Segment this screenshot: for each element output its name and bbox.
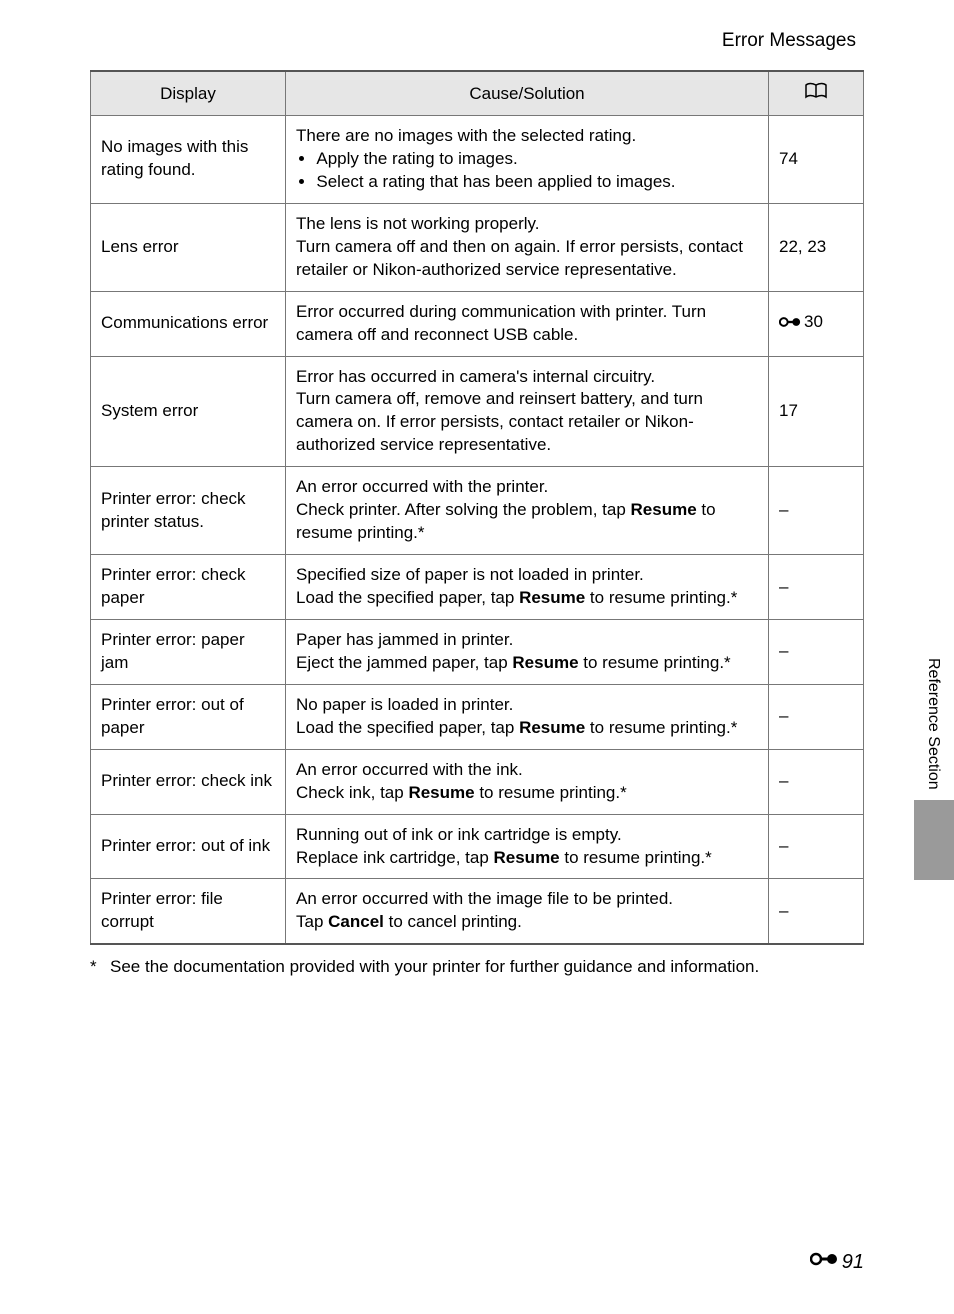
- footnote-text: See the documentation provided with your…: [110, 957, 759, 977]
- cell-ref: 17: [769, 356, 864, 467]
- table-row: No images with this rating found.There a…: [91, 116, 864, 204]
- cell-display: Printer error: paper jam: [91, 619, 286, 684]
- cell-cause: No paper is loaded in printer.Load the s…: [286, 684, 769, 749]
- cell-ref: –: [769, 555, 864, 620]
- table-row: Printer error: check inkAn error occurre…: [91, 749, 864, 814]
- table-header-row: Display Cause/Solution: [91, 71, 864, 116]
- cell-ref: 30: [769, 291, 864, 356]
- cell-cause: Error has occurred in camera's internal …: [286, 356, 769, 467]
- reference-icon: [810, 1250, 838, 1274]
- cell-cause: An error occurred with the image file to…: [286, 879, 769, 944]
- cell-cause: Specified size of paper is not loaded in…: [286, 555, 769, 620]
- table-row: Printer error: out of inkRunning out of …: [91, 814, 864, 879]
- table-row: Printer error: check paperSpecified size…: [91, 555, 864, 620]
- cell-cause: Running out of ink or ink cartridge is e…: [286, 814, 769, 879]
- cell-ref: 74: [769, 116, 864, 204]
- table-row: Printer error: out of paperNo paper is l…: [91, 684, 864, 749]
- cell-display: Printer error: check ink: [91, 749, 286, 814]
- page-title: Error Messages: [90, 30, 856, 52]
- cell-cause: An error occurred with the ink.Check ink…: [286, 749, 769, 814]
- cell-display: Printer error: file corrupt: [91, 879, 286, 944]
- table-row: Lens errorThe lens is not working proper…: [91, 203, 864, 291]
- list-item: Select a rating that has been applied to…: [316, 171, 758, 194]
- reference-icon: 30: [779, 311, 823, 334]
- cell-cause: Paper has jammed in printer.Eject the ja…: [286, 619, 769, 684]
- col-ref: [769, 71, 864, 116]
- cell-display: Printer error: check printer status.: [91, 467, 286, 555]
- cell-display: Printer error: check paper: [91, 555, 286, 620]
- side-tab-block: [914, 800, 954, 880]
- table-row: Printer error: file corruptAn error occu…: [91, 879, 864, 944]
- cell-cause: There are no images with the selected ra…: [286, 116, 769, 204]
- cell-ref: –: [769, 749, 864, 814]
- footnote: * See the documentation provided with yo…: [90, 957, 864, 977]
- cell-display: System error: [91, 356, 286, 467]
- list-item: Apply the rating to images.: [316, 148, 758, 171]
- cell-display: Communications error: [91, 291, 286, 356]
- side-tab-label: Reference Section: [914, 652, 952, 796]
- cell-ref: –: [769, 684, 864, 749]
- col-display: Display: [91, 71, 286, 116]
- book-icon: [804, 82, 828, 105]
- cell-display: Printer error: out of paper: [91, 684, 286, 749]
- page-number: 91: [810, 1250, 864, 1274]
- table-row: System errorError has occurred in camera…: [91, 356, 864, 467]
- error-table: Display Cause/Solution No images with th…: [90, 70, 864, 945]
- table-row: Communications errorError occurred durin…: [91, 291, 864, 356]
- table-row: Printer error: paper jamPaper has jammed…: [91, 619, 864, 684]
- col-cause: Cause/Solution: [286, 71, 769, 116]
- cell-cause: An error occurred with the printer.Check…: [286, 467, 769, 555]
- cell-ref: –: [769, 814, 864, 879]
- cell-cause: Error occurred during communication with…: [286, 291, 769, 356]
- cell-ref: –: [769, 619, 864, 684]
- cell-display: Lens error: [91, 203, 286, 291]
- cell-display: Printer error: out of ink: [91, 814, 286, 879]
- page-number-value: 91: [842, 1251, 864, 1274]
- cell-ref: –: [769, 467, 864, 555]
- cell-cause: The lens is not working properly.Turn ca…: [286, 203, 769, 291]
- cell-display: No images with this rating found.: [91, 116, 286, 204]
- cell-ref: –: [769, 879, 864, 944]
- table-row: Printer error: check printer status.An e…: [91, 467, 864, 555]
- cell-ref: 22, 23: [769, 203, 864, 291]
- footnote-mark: *: [90, 957, 110, 977]
- side-tab: Reference Section: [914, 652, 954, 912]
